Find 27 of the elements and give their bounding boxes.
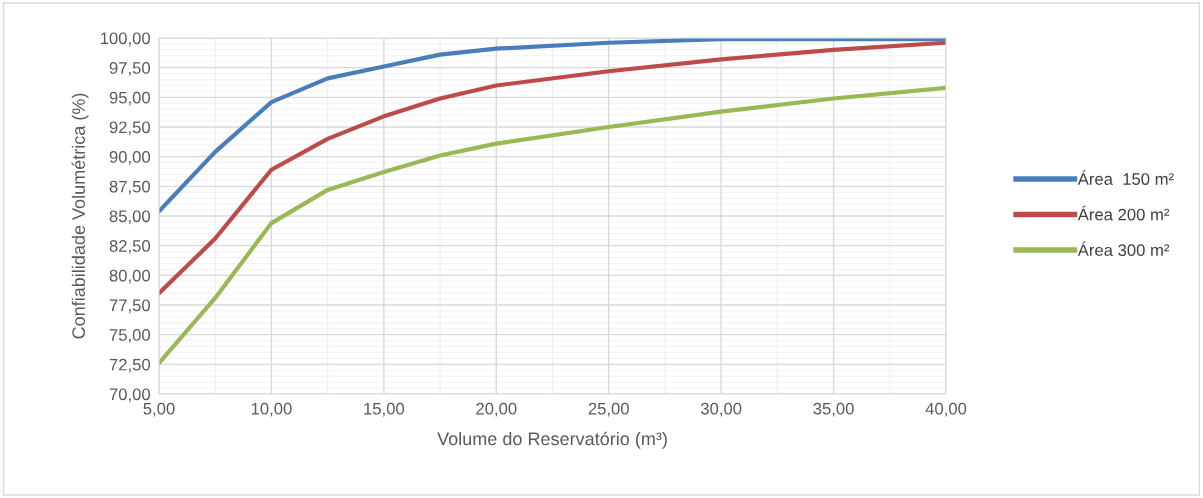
x-tick-label: 30,00 — [700, 402, 742, 417]
x-tick-label: 20,00 — [476, 402, 517, 417]
y-tick-label: 80,00 — [109, 269, 151, 284]
x-tick-label: 35,00 — [813, 402, 854, 417]
x-tick-label: 15,00 — [364, 402, 405, 417]
x-tick-label: 10,00 — [251, 402, 292, 417]
legend-label: Área 200 m² — [1077, 205, 1170, 221]
y-tick-label: 70,00 — [109, 388, 151, 403]
legend-label: Área 300 m² — [1077, 241, 1170, 257]
y-tick-label: 77,50 — [109, 299, 151, 314]
x-tick-label: 40,00 — [925, 402, 967, 417]
x-tick-label: 25,00 — [588, 402, 629, 417]
y-tick-label: 72,50 — [109, 358, 151, 373]
y-tick-label: 75,00 — [109, 329, 151, 343]
x-axis-title: Volume do Reservatório (m³) — [437, 431, 667, 449]
y-tick-label: 85,00 — [109, 210, 151, 225]
x-tick-label: 5,00 — [143, 402, 175, 417]
y-tick-label: 97,50 — [109, 62, 151, 76]
y-tick-label: 90,00 — [109, 151, 151, 165]
y-tick-label: 87,50 — [109, 180, 151, 195]
y-tick-label: 100,00 — [100, 32, 151, 47]
y-tick-label: 82,50 — [109, 240, 151, 254]
y-tick-label: 95,00 — [109, 91, 151, 106]
y-axis-title: Confiabilidade Volumétrica (%) — [71, 93, 89, 339]
y-tick-label: 92,50 — [109, 121, 151, 136]
line-series — [159, 85, 946, 366]
legend-label: Área 150 m² — [1077, 170, 1174, 185]
